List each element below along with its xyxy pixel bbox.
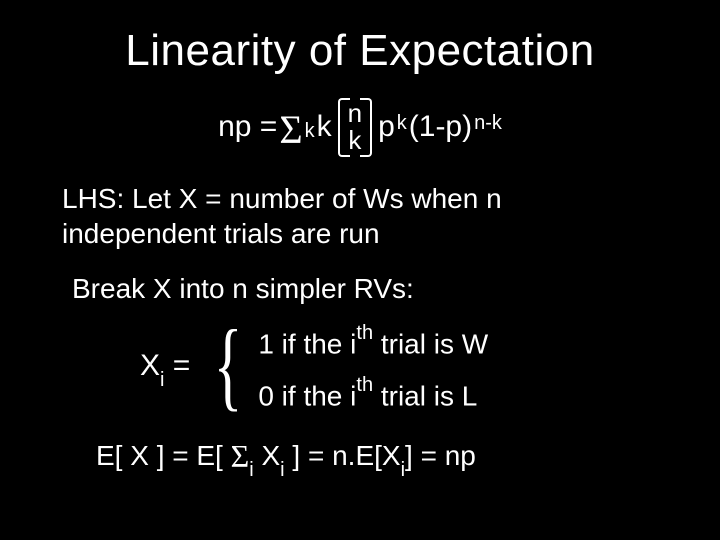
formula-lhs: np = — [218, 110, 277, 144]
case1-th: th — [356, 322, 373, 344]
case1-b: trial is W — [373, 328, 488, 359]
xi-i: i — [160, 369, 164, 391]
xi-x: X — [140, 349, 160, 382]
lhs-line2: independent trials are run — [62, 218, 380, 249]
sigma-subscript: k — [305, 120, 315, 143]
lhs-line1: LHS: Let X = number of Ws when n — [62, 183, 502, 214]
binom-top: n — [348, 100, 362, 127]
case1-a: 1 if the i — [258, 328, 356, 359]
final-d: ] = np — [405, 440, 476, 471]
final-equation: E[ X ] = E[ Σi Xi ] = n.E[Xi] = np — [96, 436, 680, 478]
formula-k: k — [317, 110, 332, 144]
sigma-symbol: Σ — [279, 106, 302, 153]
break-line: Break X into n simpler RVs: — [72, 271, 680, 306]
left-brace: { — [214, 325, 243, 405]
binomial-coeff: n k — [338, 100, 372, 155]
slide: Linearity of Expectation np = Σ k k n k … — [0, 0, 720, 540]
one-minus-p: (1-p) — [409, 110, 472, 144]
formula-p: p — [378, 110, 395, 144]
lhs-explanation: LHS: Let X = number of Ws when n indepen… — [62, 181, 640, 251]
case2-th: th — [356, 374, 373, 396]
final-b-i: i — [280, 459, 284, 481]
case2-b: trial is L — [373, 380, 477, 411]
final-b: X — [254, 440, 280, 471]
final-sigma: Σ — [231, 438, 250, 474]
final-i: i — [249, 459, 253, 481]
final-a: E[ X ] = E[ — [96, 440, 231, 471]
main-formula: np = Σ k k n k p k (1-p) n-k — [40, 100, 680, 155]
cases-list: 1 if the ith trial is W 0 if the ith tri… — [258, 326, 488, 413]
xi-eq: = — [164, 349, 190, 382]
slide-title: Linearity of Expectation — [40, 26, 680, 76]
nmk-superscript: n-k — [474, 112, 502, 135]
case-1: 1 if the ith trial is W — [258, 326, 488, 360]
cases-definition: Xi = { 1 if the ith trial is W 0 if the … — [140, 326, 680, 413]
case-2: 0 if the ith trial is L — [258, 378, 488, 412]
final-c: ] = n.E[X — [285, 440, 401, 471]
binom-bot: k — [348, 127, 361, 154]
xi-label: Xi = — [140, 349, 190, 388]
case2-a: 0 if the i — [258, 380, 356, 411]
final-c-i: i — [401, 459, 405, 481]
p-superscript: k — [397, 112, 407, 135]
